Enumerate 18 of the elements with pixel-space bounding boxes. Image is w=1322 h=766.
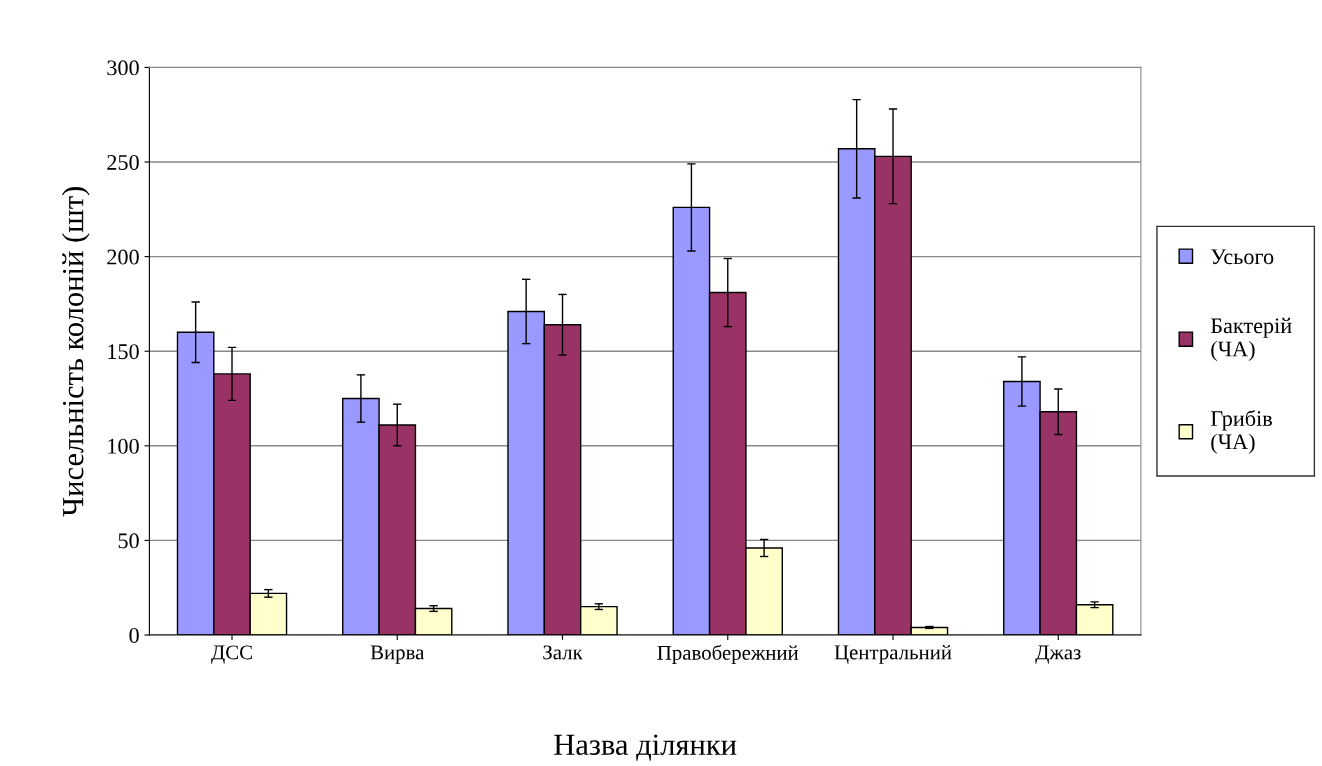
x-tick-label: Вирва [370, 645, 425, 664]
y-axis-title: Чисельність колоній (шт) [61, 187, 90, 517]
x-tick-label: Правобережний [657, 644, 799, 665]
x-tick-label: Залк [543, 645, 583, 660]
x-tick-label: Джаз [1035, 645, 1081, 664]
y-tick-label: 0 [129, 627, 139, 643]
x-tick-label: ДСС [211, 645, 252, 664]
y-tick-label: 200 [107, 249, 139, 265]
y-tick-label: 100 [108, 438, 139, 454]
x-axis-title: Назва ділянки [554, 734, 737, 761]
legend-label: Грибів (ЧА) [1210, 409, 1272, 454]
y-tick-label: 150 [108, 344, 139, 360]
legend-label: Бактерій (ЧА) [1210, 317, 1292, 362]
x-tick-label: Центральний [834, 644, 952, 664]
legend-label: Усього [1210, 249, 1274, 265]
y-tick-label: 300 [107, 60, 139, 76]
y-tick-label: 50 [118, 533, 139, 549]
y-tick-label: 250 [107, 154, 139, 170]
